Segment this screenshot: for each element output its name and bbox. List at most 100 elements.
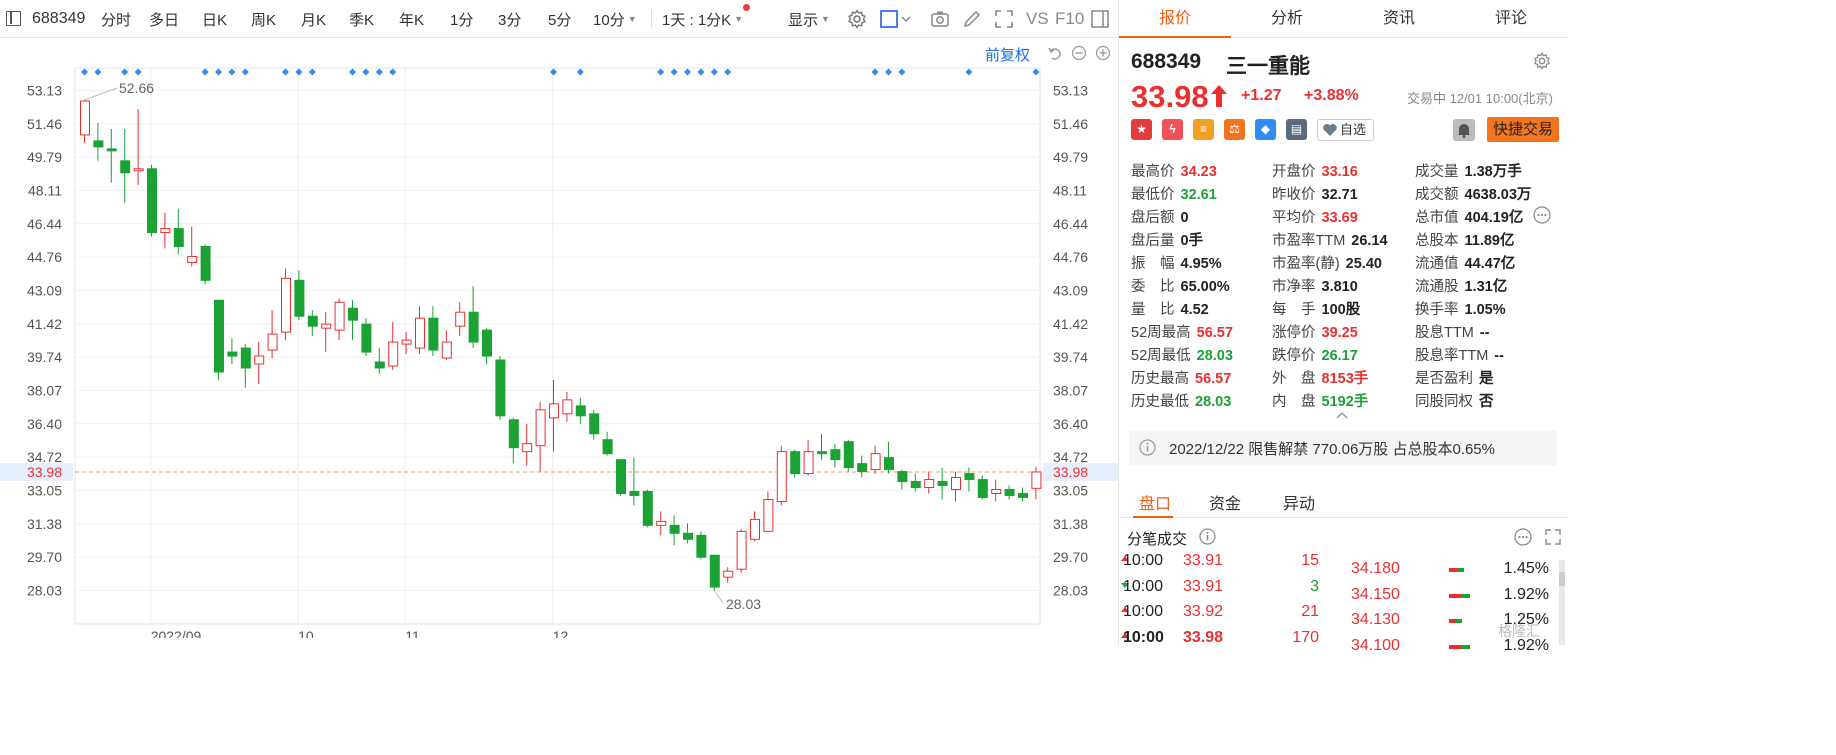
add-watchlist-button[interactable]: 自选 <box>1317 119 1374 141</box>
candle[interactable] <box>106 128 117 183</box>
candle[interactable] <box>830 443 841 468</box>
event-marker[interactable] <box>550 68 557 76</box>
candle[interactable] <box>575 397 586 424</box>
candle[interactable] <box>455 302 466 337</box>
candle[interactable] <box>254 342 265 384</box>
candle[interactable] <box>267 310 278 359</box>
price-level-row[interactable]: 34.130 1.25% <box>1349 611 1554 636</box>
candle[interactable] <box>549 379 559 452</box>
period-tab-5min[interactable]: 5分 <box>548 11 572 29</box>
candle[interactable] <box>495 356 506 420</box>
china-flag-icon[interactable]: ★ <box>1131 119 1152 140</box>
candle[interactable] <box>535 401 546 472</box>
period-tab-monthly[interactable]: 月K <box>301 11 327 29</box>
fullscreen-icon[interactable] <box>994 9 1014 29</box>
tab-analysis[interactable]: 分析 <box>1270 10 1303 27</box>
candle[interactable] <box>897 469 908 490</box>
event-marker[interactable] <box>885 68 892 76</box>
event-marker[interactable] <box>241 68 249 76</box>
event-marker[interactable] <box>965 68 973 76</box>
event-marker[interactable] <box>215 68 222 76</box>
candle[interactable] <box>589 409 600 440</box>
event-marker[interactable] <box>576 68 584 76</box>
kline-chart[interactable]: 33.98 33.98 53.13 53.13 51.46 51.46 49.79 49.7… <box>0 38 1118 638</box>
lightning-icon[interactable]: ϟ <box>1162 119 1183 140</box>
candle[interactable] <box>884 441 894 474</box>
candle[interactable] <box>227 338 238 365</box>
period-tab-10min[interactable]: 10分 ▼ <box>593 0 637 38</box>
candle[interactable] <box>200 244 211 285</box>
candle[interactable] <box>1031 466 1042 500</box>
event-marker[interactable] <box>121 68 129 76</box>
compare-vs-button[interactable]: VS <box>1026 9 1049 28</box>
candle[interactable] <box>1004 485 1015 500</box>
event-marker[interactable] <box>282 68 289 76</box>
candle[interactable] <box>482 328 492 365</box>
candle[interactable] <box>173 208 184 255</box>
candle[interactable] <box>160 212 171 249</box>
candle[interactable] <box>642 489 653 528</box>
tab-anomaly[interactable]: 异动 <box>1283 496 1316 513</box>
period-tab-daily[interactable]: 日K <box>202 11 228 29</box>
candle[interactable] <box>1018 487 1028 502</box>
f10-button[interactable]: F10 <box>1055 9 1085 28</box>
scrollbar-thumb[interactable] <box>1559 572 1565 586</box>
candle[interactable] <box>133 109 144 185</box>
candle[interactable] <box>629 457 640 506</box>
candle[interactable] <box>709 554 720 591</box>
event-marker[interactable] <box>898 68 906 76</box>
zoom-out-icon[interactable] <box>1071 45 1087 61</box>
tick-row[interactable]: 10:00 33.92 21 <box>1119 603 1349 628</box>
event-marker[interactable] <box>134 68 142 76</box>
coins-icon[interactable]: ≡ <box>1193 119 1214 140</box>
candle[interactable] <box>937 467 948 500</box>
event-marker[interactable] <box>362 68 370 76</box>
candle[interactable] <box>669 515 680 546</box>
quick-trade-button[interactable]: 快捷交易 <box>1487 117 1559 142</box>
candle[interactable] <box>723 567 734 584</box>
event-marker[interactable] <box>710 68 718 76</box>
candle[interactable] <box>696 531 707 560</box>
period-tab-yearly[interactable]: 年K <box>399 11 425 29</box>
candle[interactable] <box>750 511 760 542</box>
event-marker[interactable] <box>201 68 209 76</box>
candle[interactable] <box>80 99 90 143</box>
more-icon[interactable] <box>1514 528 1532 546</box>
candle[interactable] <box>147 164 157 237</box>
candle[interactable] <box>522 423 533 466</box>
chevron-up-icon[interactable] <box>1335 410 1349 420</box>
event-marker[interactable] <box>1032 68 1040 76</box>
period-tab-3min[interactable]: 3分 <box>498 11 522 29</box>
candle[interactable] <box>307 310 318 337</box>
candle[interactable] <box>388 322 399 370</box>
scrollbar-track[interactable] <box>1559 560 1565 645</box>
candle[interactable] <box>187 226 198 267</box>
candle[interactable] <box>415 306 425 355</box>
candle[interactable] <box>294 270 305 321</box>
price-level-row[interactable]: 34.180 1.45% <box>1349 560 1554 585</box>
toolbar-stock-code[interactable]: 688349 <box>32 10 86 27</box>
candle[interactable] <box>977 475 988 500</box>
candle[interactable] <box>843 439 854 472</box>
undo-icon[interactable] <box>1047 45 1063 61</box>
price-alert-button[interactable] <box>1453 119 1475 141</box>
candle[interactable] <box>991 479 1002 502</box>
event-marker[interactable] <box>670 68 678 76</box>
candle[interactable] <box>616 459 626 496</box>
candle[interactable] <box>321 312 332 353</box>
display-menu[interactable]: 显示 ▼ <box>788 0 830 38</box>
candle[interactable] <box>441 330 452 361</box>
candle[interactable] <box>951 471 961 502</box>
candle[interactable] <box>562 391 573 422</box>
event-marker[interactable] <box>375 68 383 76</box>
candle[interactable] <box>803 439 814 476</box>
candle[interactable] <box>334 298 345 341</box>
event-marker[interactable] <box>228 68 236 76</box>
intraday-period-select[interactable]: 1天 : 1分K ▼ <box>662 0 743 38</box>
candle[interactable] <box>401 332 412 355</box>
candle[interactable] <box>964 467 975 492</box>
candle[interactable] <box>736 529 747 574</box>
candle[interactable] <box>776 445 787 506</box>
balance-icon[interactable]: ⚖ <box>1224 119 1245 140</box>
panel-toggle-icon[interactable] <box>1090 9 1110 29</box>
